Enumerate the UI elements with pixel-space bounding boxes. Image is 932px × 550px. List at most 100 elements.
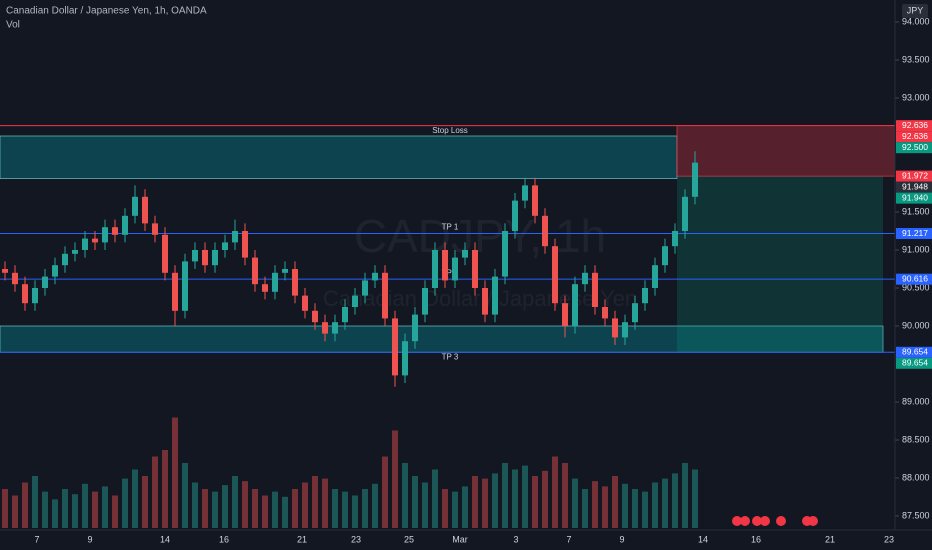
price-tag: [896, 170, 932, 182]
candle-body: [392, 318, 398, 376]
volume-bar: [622, 483, 628, 528]
price-tag-label: 91.940: [902, 192, 928, 202]
price-tag-label: 92.636: [902, 131, 928, 141]
event-icon[interactable]: [776, 516, 786, 526]
candle-body: [312, 310, 318, 323]
price-tag: [896, 131, 932, 143]
candle-body: [72, 250, 78, 254]
candle-body: [92, 238, 98, 243]
candle-body: [382, 272, 388, 319]
time-label: 9: [619, 534, 624, 544]
volume-bar: [252, 489, 258, 528]
volume-bar: [92, 491, 98, 528]
volume-bar: [392, 430, 398, 528]
candle-body: [582, 272, 588, 285]
candle-body: [592, 272, 598, 307]
event-icon[interactable]: [740, 516, 750, 526]
volume-bar: [272, 491, 278, 528]
volume-bar: [412, 476, 418, 528]
price-tag-label: 91.217: [902, 228, 928, 238]
volume-bar: [212, 491, 218, 528]
event-icon[interactable]: [752, 516, 762, 526]
event-icon[interactable]: [732, 516, 742, 526]
candle-body: [212, 250, 218, 266]
candle-body: [602, 307, 608, 319]
volume-bar: [162, 450, 168, 528]
candle-body: [672, 231, 678, 247]
time-label: 14: [160, 534, 170, 544]
price-tick-label: 93.500: [902, 54, 930, 64]
volume-bar: [632, 489, 638, 528]
price-tick-label: 90.500: [902, 282, 930, 292]
volume-bar: [52, 499, 58, 528]
volume-bar: [352, 495, 358, 528]
candle-body: [112, 227, 118, 235]
candle-body: [132, 196, 138, 216]
volume-bar: [102, 486, 108, 528]
candle-body: [462, 250, 468, 258]
candle-body: [402, 341, 408, 376]
price-tick-label: 90.000: [902, 320, 930, 330]
candle-body: [22, 284, 28, 304]
watermark-ticker: CADJPY, 1h: [354, 210, 606, 262]
volume-bar: [372, 483, 378, 528]
candle-body: [662, 246, 668, 266]
volume-bar: [42, 491, 48, 528]
candle-body: [622, 322, 628, 338]
candle-body: [492, 276, 498, 315]
volume-bar: [452, 491, 458, 528]
price-tag-label: 91.972: [902, 170, 928, 180]
volume-bar: [2, 489, 8, 528]
level-label: TP 2: [442, 268, 459, 277]
time-label: 7: [34, 534, 39, 544]
volume-bar: [362, 489, 368, 528]
price-tag-label: 92.500: [902, 142, 928, 152]
volume-bar: [142, 476, 148, 528]
event-icon[interactable]: [808, 516, 818, 526]
volume-bar: [672, 473, 678, 528]
volume-bar: [242, 481, 248, 528]
volume-bar: [472, 476, 478, 528]
volume-bar: [492, 473, 498, 528]
time-label: 23: [884, 534, 894, 544]
candle-body: [632, 303, 638, 323]
time-label: 16: [219, 534, 229, 544]
volume-bar: [432, 469, 438, 528]
candle-body: [512, 200, 518, 231]
candle-body: [472, 250, 478, 288]
price-tag-label: 90.616: [902, 273, 928, 283]
candle-body: [252, 257, 258, 285]
price-tag: [896, 346, 932, 358]
volume-bar: [192, 482, 198, 528]
candle-body: [502, 231, 508, 277]
volume-bar: [562, 463, 568, 528]
volume-bar: [482, 478, 488, 528]
position-risk: [676, 125, 896, 177]
volume-bar: [122, 478, 128, 528]
volume-bar: [62, 489, 68, 528]
position-reward: [677, 176, 883, 353]
candle-body: [652, 265, 658, 288]
volume-bar: [312, 476, 318, 528]
candle-body: [82, 238, 88, 250]
price-tag-label: 89.654: [902, 347, 928, 357]
candle-body: [642, 288, 648, 304]
price-tick-label: 91.000: [902, 244, 930, 254]
volume-bar: [522, 465, 528, 528]
zone: [0, 135, 678, 179]
level-label: TP 3: [442, 352, 459, 361]
volume-bar: [382, 456, 388, 528]
currency-badge[interactable]: [902, 4, 928, 18]
candle-body: [142, 196, 148, 224]
candle-body: [322, 322, 328, 334]
time-label: 21: [297, 534, 307, 544]
volume-bar: [12, 495, 18, 528]
candle-body: [572, 284, 578, 326]
volume-bar: [692, 469, 698, 528]
candle-body: [12, 272, 18, 285]
volume-bar: [262, 495, 268, 528]
time-label: 16: [751, 534, 761, 544]
event-icon[interactable]: [760, 516, 770, 526]
candle-body: [272, 272, 278, 292]
candle-body: [152, 223, 158, 235]
